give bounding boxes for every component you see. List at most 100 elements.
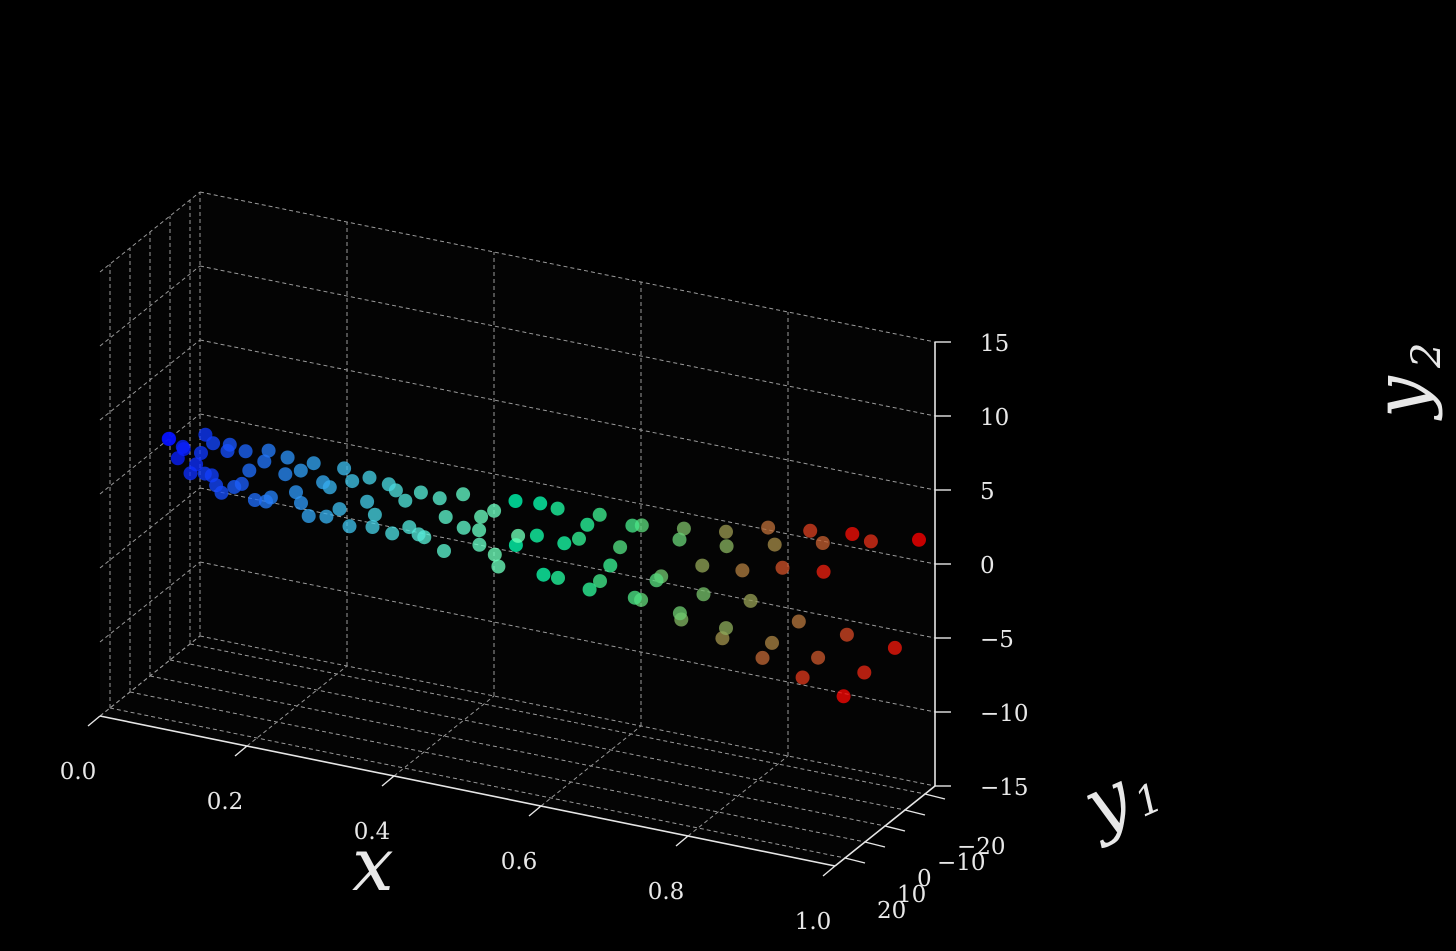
x-tick-label: 0.6 [501,849,538,875]
scatter-point [672,606,687,621]
x-tick-label: 1.0 [795,909,832,935]
scatter-point [332,502,347,517]
scatter-point [247,493,262,507]
scatter-point [592,507,607,522]
scatter-point [242,463,257,478]
scatter-point [676,521,691,536]
y1-tick-mark [884,825,906,832]
y2-tick-label: −5 [980,627,1014,653]
scatter-point [259,494,273,509]
scatter-point [845,527,860,541]
scatter-point [672,532,687,547]
scatter-point [161,432,176,446]
y1-tick-mark [924,793,946,800]
scatter-point [550,501,565,516]
scatter-point [887,640,902,655]
grid-line-y1-floor [169,659,906,811]
y2-tick-label: 0 [980,553,995,579]
scatter-point [437,544,451,558]
grid-line-y2-backwall [199,561,936,713]
scatter-point [487,503,502,518]
scatter-point [593,574,607,589]
scatter-point [719,539,734,554]
scatter-point [319,509,334,524]
scatter-point [365,520,380,534]
grid-line-y2-backwall [199,265,936,417]
scatter-point [836,689,851,704]
grid-line-y1-floor [129,691,866,843]
scatter-point [767,537,782,552]
scatter-point [413,485,428,500]
scatter-point [194,446,208,460]
scatter-point [816,564,831,579]
scatter-point [204,468,219,483]
scatter-point [438,510,453,524]
tick-labels: 0.00.20.40.60.81.0−20−1001020−15−10−5051… [60,331,1029,935]
scatter-point [257,454,272,469]
scatter-point [765,635,779,650]
scatter-point [572,531,586,546]
scatter-point [294,496,308,510]
scatter-point [491,559,506,574]
scatter-point [487,547,502,562]
scatter-point [719,621,733,636]
scatter-point [234,476,249,491]
scatter-point [176,442,191,457]
x-axis-title: x [352,822,394,908]
y1-tick-mark [864,841,886,848]
grid-line-y2-leftwall [99,561,201,643]
scatter-point [795,670,810,685]
scatter-point [306,456,321,471]
scatter-point [360,494,375,509]
scatter-point [345,474,360,489]
grid-lines [99,191,936,867]
grid-line-y2-leftwall [99,635,201,717]
scatter-point [411,527,426,542]
scatter-point [432,491,447,506]
x-tick-label: 0.2 [207,789,244,815]
y1-tick-label: −10 [937,850,986,876]
scatter-point [603,558,618,573]
y1-tick-label: 0 [917,866,932,892]
scatter-point [198,427,213,442]
grid-line-x-floor [393,695,495,777]
scatter-point [508,494,523,508]
scatter-point [755,650,770,665]
y2-axis-subscript: 2 [1404,343,1450,369]
x-tick-mark [528,805,542,817]
y1-tick-label: −20 [957,834,1006,860]
scatter-point [456,520,471,535]
y1-tick-mark [904,809,926,816]
scatter-point [551,570,565,585]
scatter-point [362,470,377,485]
grid-line-y2-leftwall [99,191,201,273]
grid-line-y2-leftwall [99,339,201,421]
scatter-point [381,477,396,492]
scatter-point [775,560,790,575]
x-tick-label: 0.8 [648,879,685,905]
scatter-point [278,467,293,482]
data-points [161,427,926,704]
scatter-point [289,485,303,500]
x-tick-mark [87,715,101,727]
grid-line-y2-backwall [199,339,936,491]
scatter-point [529,528,544,543]
scatter-point [735,563,750,578]
grid-line-y2-backwall [199,413,936,565]
grid-line-y1-floor [109,707,846,859]
scatter-point [839,627,854,642]
scatter-point [533,496,548,511]
scatter-point [557,536,572,551]
axis-lines [87,341,951,877]
scatter-point [398,493,413,508]
grid-line-y2-leftwall [99,413,201,495]
x-tick-mark [234,745,248,757]
scatter-point [811,650,826,665]
scatter-point [912,532,926,547]
y1-tick-label: 10 [897,882,926,908]
grid-line-y2-leftwall [99,265,201,347]
scatter-point [613,540,628,555]
scatter-point [719,524,733,539]
